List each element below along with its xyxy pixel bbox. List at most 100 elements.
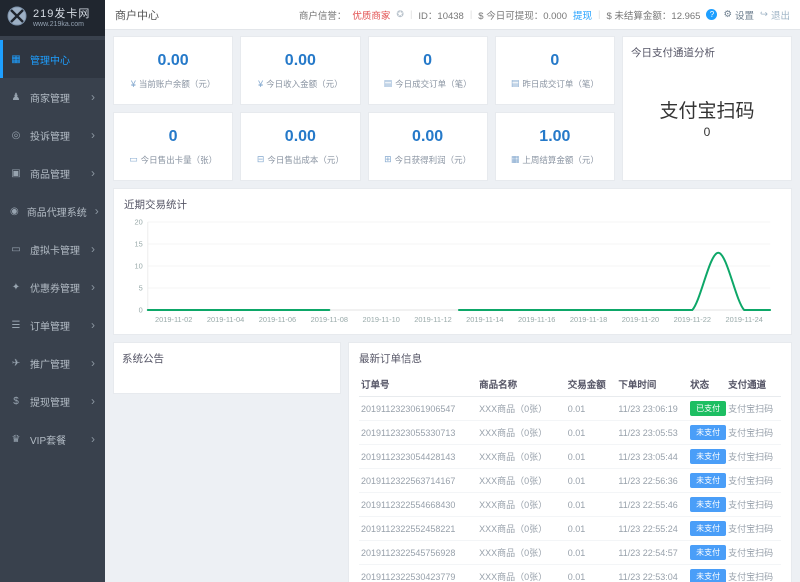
channel-cell: 支付宝扫码 [726,397,781,421]
column-header: 商品名称 [477,372,566,397]
product-cell: XXX商品（0张） [477,469,566,493]
withdraw-link[interactable]: 提现 [573,8,592,22]
logout-button[interactable]: ↪退出 [760,8,790,22]
time-cell: 11/23 22:55:46 [616,493,688,517]
stat-card-label: ▤昨日成交订单（笔） [511,78,599,90]
time-cell: 11/23 22:53:04 [616,565,688,582]
sidebar-item-vip[interactable]: ♛VIP套餐› [0,420,105,458]
svg-text:0: 0 [139,305,143,314]
topbar-info: 商户信誉：优质商家 ✪ | ID：10438 | $ 今日可提现：0.000 提… [299,8,790,22]
column-header: 支付通道 [726,372,781,397]
status-cell: 未支付 [688,541,726,565]
channel-cell: 支付宝扫码 [726,469,781,493]
product-cell: XXX商品（0张） [477,517,566,541]
product-cell: XXX商品（0张） [477,493,566,517]
status-cell: 未支付 [688,421,726,445]
chevron-right-icon: › [91,166,95,180]
chevron-right-icon: › [91,356,95,370]
sidebar-item-agent[interactable]: ◉商品代理系统› [0,192,105,230]
product-cell: XXX商品（0张） [477,541,566,565]
stat-card-label-text: 今日售出卡量（张） [141,154,218,166]
svg-text:2019-11-18: 2019-11-18 [570,315,607,324]
amount-cell: 0.01 [566,493,617,517]
stat-card: 0.00¥当前账户余额（元） [113,36,233,105]
svg-text:2019-11-20: 2019-11-20 [622,315,659,324]
settings-button[interactable]: ⚙设置 [723,8,754,22]
svg-text:5: 5 [139,283,143,292]
orders-panel: 最新订单信息 订单号商品名称交易金额下单时间状态支付通道 20191123230… [348,342,792,582]
sidebar-item-complaint[interactable]: ◎投诉管理› [0,116,105,154]
svg-text:2019-11-02: 2019-11-02 [155,315,192,324]
channel-cell: 支付宝扫码 [726,445,781,469]
svg-text:2019-11-22: 2019-11-22 [674,315,711,324]
chevron-right-icon: › [91,318,95,332]
stat-card: 0.00¥今日收入金额（元） [240,36,360,105]
cost-icon: ⊟ [257,154,265,165]
topbar: 商户中心 商户信誉：优质商家 ✪ | ID：10438 | $ 今日可提现：0.… [105,0,800,30]
status-cell: 未支付 [688,469,726,493]
help-icon[interactable]: ? [706,9,717,20]
channel-cell: 支付宝扫码 [726,517,781,541]
stat-card: 0.00⊞今日获得利润（元） [368,112,488,181]
table-row: 2019112322554668430XXX商品（0张）0.0111/23 22… [359,493,781,517]
svg-text:2019-11-24: 2019-11-24 [725,315,762,324]
globe-icon [6,5,28,32]
pay-panel-title: 今日支付通道分析 [631,45,783,60]
stat-card: 0▤昨日成交订单（笔） [495,36,615,105]
product-cell: XXX商品（0张） [477,565,566,582]
card-icon: ▭ [10,244,22,255]
chevron-right-icon: › [91,90,95,104]
time-cell: 11/23 23:06:19 [616,397,688,421]
sidebar-item-virtual-card[interactable]: ▭虚拟卡管理› [0,230,105,268]
stat-card-value: 0.00 [285,128,316,146]
logout-icon: ↪ [760,9,768,20]
withdrawable-amount: $ 今日可提现：0.000 [478,8,567,22]
svg-text:10: 10 [135,261,143,270]
time-cell: 11/23 22:55:24 [616,517,688,541]
channel-cell: 支付宝扫码 [726,493,781,517]
user-icon: ♟ [10,92,22,103]
time-cell: 11/23 22:56:36 [616,469,688,493]
page-title: 商户中心 [115,7,159,23]
amount-cell: 0.01 [566,541,617,565]
stat-card-value: 0.00 [158,52,189,70]
order-no-cell: 2019112323061906547 [359,397,477,421]
sidebar-item-withdraw[interactable]: $提现管理› [0,382,105,420]
stat-card-label: ▭今日售出卡量（张） [129,154,217,166]
unsettled-amount: $ 未结算金额：12.965 [606,8,700,22]
sidebar-item-dashboard[interactable]: ▦管理中心 [0,40,105,78]
sidebar-item-promotion[interactable]: ✈推广管理› [0,344,105,382]
svg-text:2019-11-10: 2019-11-10 [362,315,399,324]
stat-card-label: ⊟今日售出成本（元） [257,154,344,166]
pay-channel-count: 0 [631,125,783,139]
amount-cell: 0.01 [566,469,617,493]
order-no-cell: 2019112323054428143 [359,445,477,469]
medal-icon: ✪ [396,9,404,20]
doc-icon: ▤ [511,78,520,89]
order-no-cell: 2019112322554668430 [359,493,477,517]
stat-card-label-text: 今日获得利润（元） [395,154,472,166]
orders-table-header: 订单号商品名称交易金额下单时间状态支付通道 [359,372,781,397]
chevron-right-icon: › [91,280,95,294]
svg-text:2019-11-14: 2019-11-14 [466,315,503,324]
reputation-badge: 优质商家 [352,8,390,22]
logo-subtitle: www.219ka.com [33,20,90,29]
status-cell: 未支付 [688,493,726,517]
chevron-right-icon: › [91,128,95,142]
sidebar-item-merchant[interactable]: ♟商家管理› [0,78,105,116]
stat-card-label: ⊞今日获得利润（元） [384,154,471,166]
table-row: 2019112322552458221XXX商品（0张）0.0111/23 22… [359,517,781,541]
sidebar-item-order[interactable]: ☰订单管理› [0,306,105,344]
order-no-cell: 2019112323055330713 [359,421,477,445]
sidebar-item-product[interactable]: ▣商品管理› [0,154,105,192]
table-row: 2019112323061906547XXX商品（0张）0.0111/23 23… [359,397,781,421]
order-no-cell: 2019112322563714167 [359,469,477,493]
logo-title: 219发卡网 [33,8,90,20]
chart-title: 近期交易统计 [124,197,781,212]
status-badge: 未支付 [690,473,726,488]
chevron-right-icon: › [91,432,95,446]
stat-card-label-text: 昨日成交订单（笔） [522,78,599,90]
svg-text:2019-11-08: 2019-11-08 [311,315,348,324]
sidebar-item-coupon[interactable]: ✦优惠券管理› [0,268,105,306]
pay-channel-name: 支付宝扫码 [631,96,783,123]
